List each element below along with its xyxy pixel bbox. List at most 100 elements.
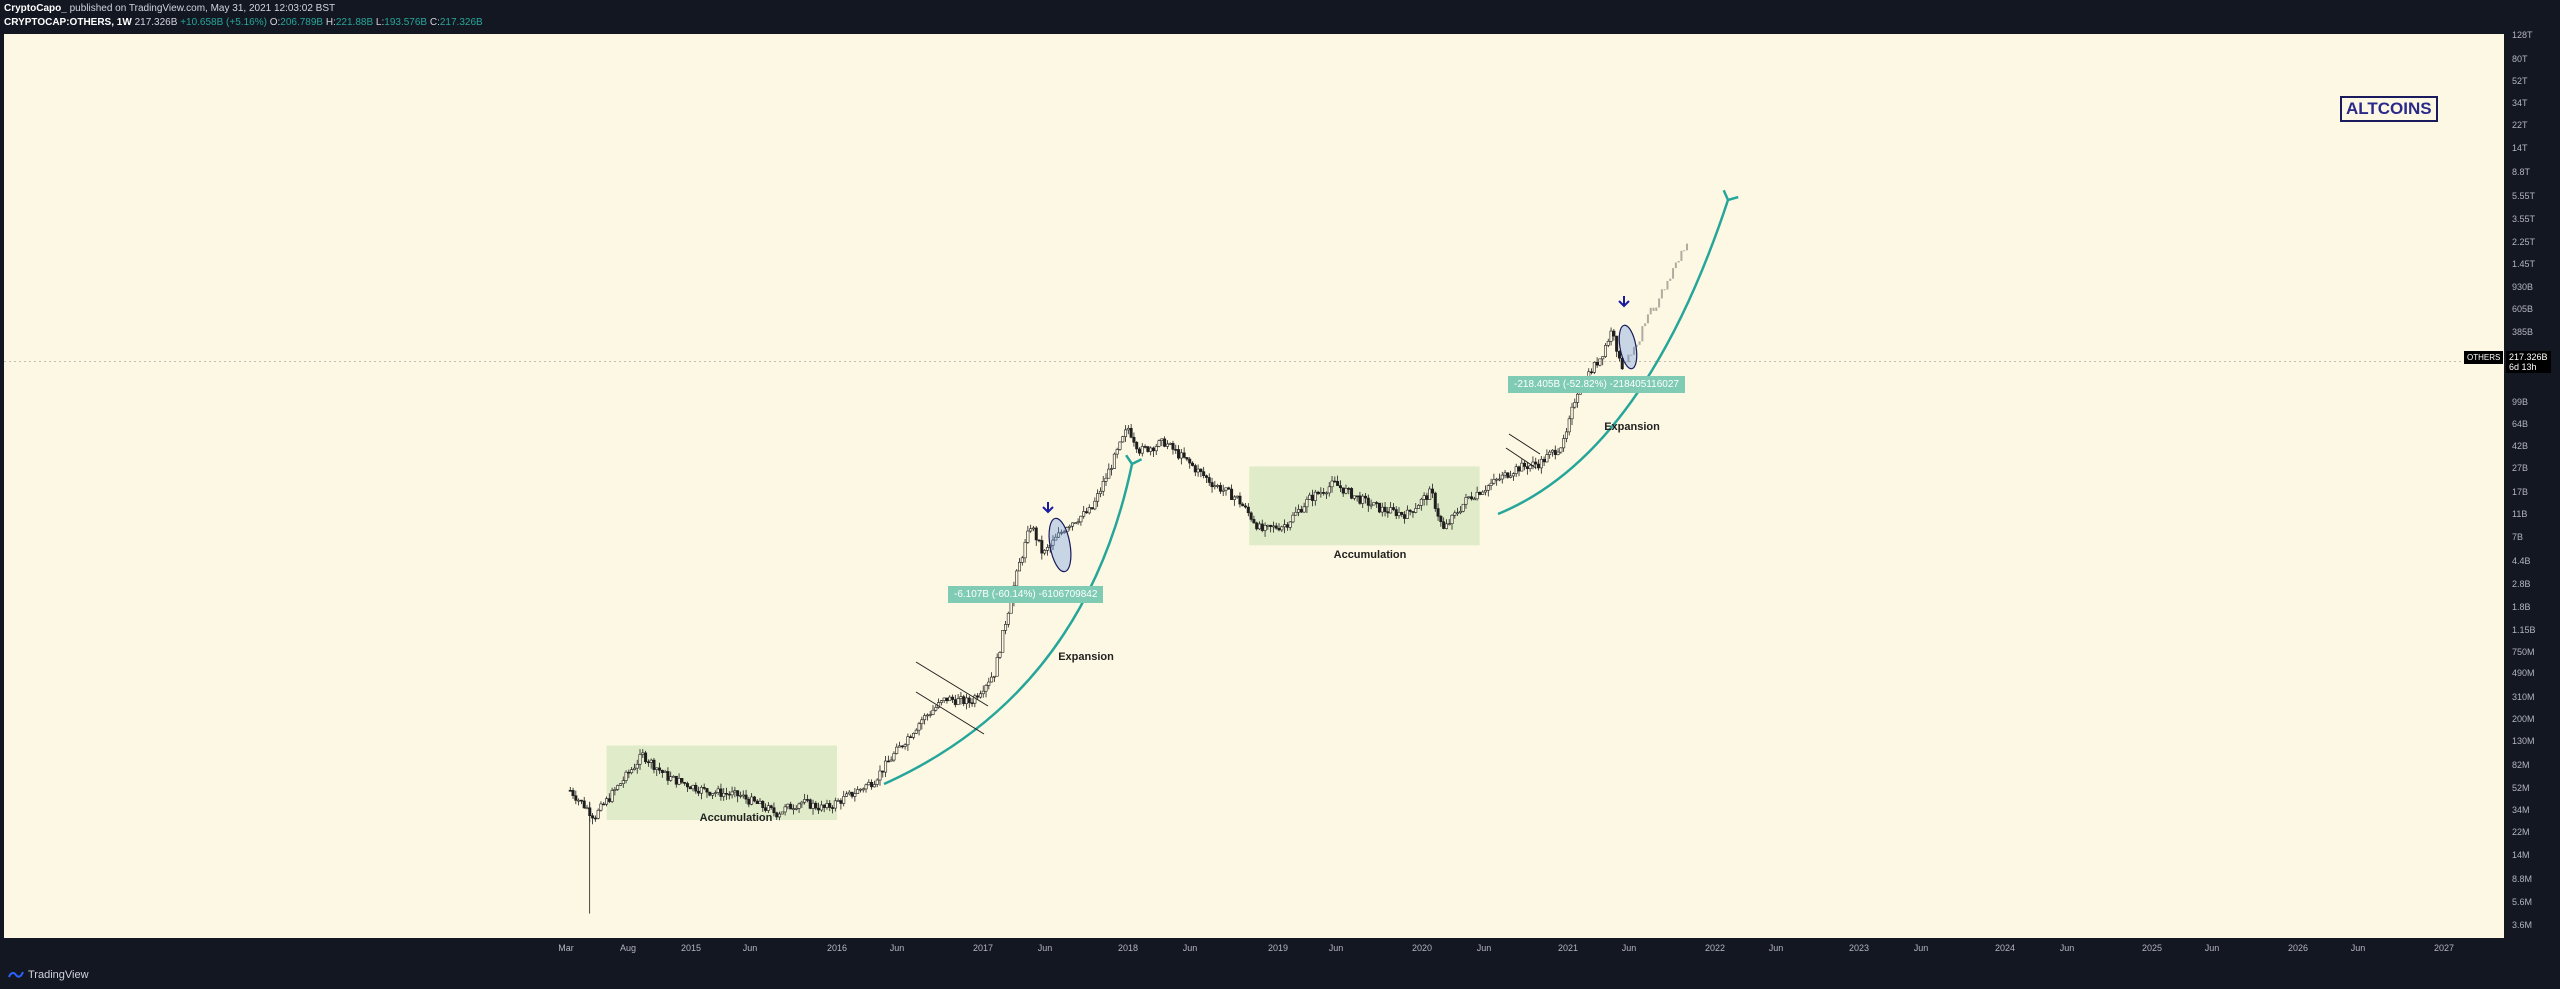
candle-body: [663, 771, 667, 774]
tradingview-brand[interactable]: TradingView: [8, 969, 89, 981]
projection-candle: [1683, 250, 1686, 252]
drawdown-highlight: [1618, 324, 1638, 370]
candle-body: [708, 791, 712, 796]
candle-body: [1196, 468, 1200, 473]
candle-body: [1564, 431, 1568, 439]
price-tick: 750M: [2512, 646, 2535, 657]
candle-body: [1257, 523, 1261, 530]
candle-body: [1383, 506, 1387, 512]
candle-body: [1456, 512, 1460, 515]
drawdown-label-1[interactable]: -6.107B (-60.14%) -6106709842: [948, 586, 1104, 603]
time-tick: 2026: [2287, 943, 2309, 953]
candle-body: [1352, 495, 1356, 499]
candle-body: [660, 769, 664, 774]
price-tick: 385B: [2512, 327, 2534, 338]
candle-body: [1442, 521, 1446, 529]
candle-body: [1609, 330, 1613, 342]
candle-body: [574, 795, 578, 801]
candle-body: [964, 697, 968, 705]
candle-body: [934, 707, 938, 711]
projection-candle: [1624, 361, 1627, 363]
candle-body: [939, 700, 943, 703]
expansion-label-2: Expansion: [1604, 421, 1660, 433]
time-tick: Jun: [1037, 943, 1053, 953]
candle-body: [568, 790, 572, 792]
candle-body: [945, 697, 949, 702]
candle-body: [579, 799, 583, 802]
footer: TradingView: [0, 960, 2560, 989]
candle-body: [727, 793, 731, 796]
candle-body: [1207, 477, 1211, 483]
open-value: 206.789B: [280, 17, 324, 28]
candle-body: [1327, 486, 1331, 494]
symbol-name[interactable]: CRYPTOCAP:OTHERS, 1W: [4, 17, 132, 28]
last-price-label: 217.326B 6d 13h: [2506, 351, 2551, 373]
candle-body: [1478, 491, 1482, 495]
candle-body: [1497, 478, 1501, 481]
candle-body: [1084, 511, 1088, 514]
candle-body: [911, 733, 915, 738]
price-tick: 82M: [2512, 759, 2530, 770]
candle-body: [1045, 547, 1049, 551]
price-tick: 11B: [2512, 509, 2528, 520]
candle-body: [953, 699, 957, 705]
candle-body: [1615, 335, 1619, 352]
price-tick: 1.8B: [2512, 601, 2531, 612]
candle-body: [607, 798, 611, 802]
candle-body: [1330, 480, 1334, 488]
candle-body: [1149, 447, 1153, 452]
candle-body: [1098, 490, 1102, 494]
candle-body: [1266, 524, 1270, 527]
candle-body: [822, 804, 826, 808]
candle-body: [1389, 507, 1393, 514]
price-tick: 310M: [2512, 691, 2535, 702]
projection-candle: [1663, 289, 1666, 291]
price-tick: 22M: [2512, 827, 2530, 838]
candle-body: [1020, 557, 1024, 563]
price-tick: 64B: [2512, 419, 2529, 430]
chart-canvas[interactable]: ALTCOINS Accumulation Accumulation Expan…: [4, 34, 2504, 938]
candle-body: [1458, 510, 1462, 514]
candle-body: [1430, 488, 1434, 494]
candle-body: [1246, 506, 1250, 514]
author-name[interactable]: CryptoCapo_: [4, 3, 67, 14]
drawdown-label-2[interactable]: -218.405B (-52.82%) -218405116027: [1508, 376, 1685, 393]
candle-body: [814, 802, 818, 809]
candle-body: [1115, 449, 1119, 455]
candle-body: [1057, 532, 1061, 538]
candle-body: [998, 651, 1002, 658]
candle-body: [1372, 502, 1376, 506]
candle-body: [630, 769, 634, 774]
candle-body: [1252, 519, 1256, 524]
candle-body: [1391, 507, 1395, 510]
candle-body: [831, 807, 835, 809]
candle-body: [680, 777, 684, 783]
time-tick: Jun: [1182, 943, 1198, 953]
expansion-arrow-head: [1125, 454, 1143, 466]
candle-body: [593, 817, 597, 820]
candle-body: [1548, 451, 1552, 455]
candle-body: [1322, 492, 1326, 494]
candle-body: [1126, 427, 1130, 431]
candle-body: [797, 803, 801, 809]
projection-candle: [1685, 243, 1688, 251]
candle-body: [1096, 493, 1100, 502]
candle-body: [616, 785, 620, 790]
time-axis[interactable]: Mar Aug 2015 Jun 2016 Jun 2017 Jun 2018 Jun 2019 Ju…: [4, 938, 2504, 960]
candle-body: [655, 767, 659, 770]
candle-body: [1310, 494, 1314, 501]
candle-body: [828, 803, 832, 808]
candle-body: [1590, 371, 1594, 374]
candle-body: [839, 800, 843, 804]
candle-body: [1177, 449, 1181, 459]
expansion-arrow-head: [1722, 189, 1739, 202]
candle-body: [886, 760, 890, 763]
projection-candle: [1632, 346, 1635, 355]
price-axis[interactable]: 128T 80T 52T 34T 22T 14T 8.8T 5.55T 3.55T 2.25T 1.…: [2504, 30, 2560, 938]
candle-body: [970, 702, 974, 705]
time-tick: 2017: [972, 943, 994, 953]
price-tick: 52M: [2512, 783, 2530, 794]
time-tick: 2015: [680, 943, 702, 953]
candle-body: [1087, 507, 1091, 514]
candle-body: [1341, 487, 1345, 494]
